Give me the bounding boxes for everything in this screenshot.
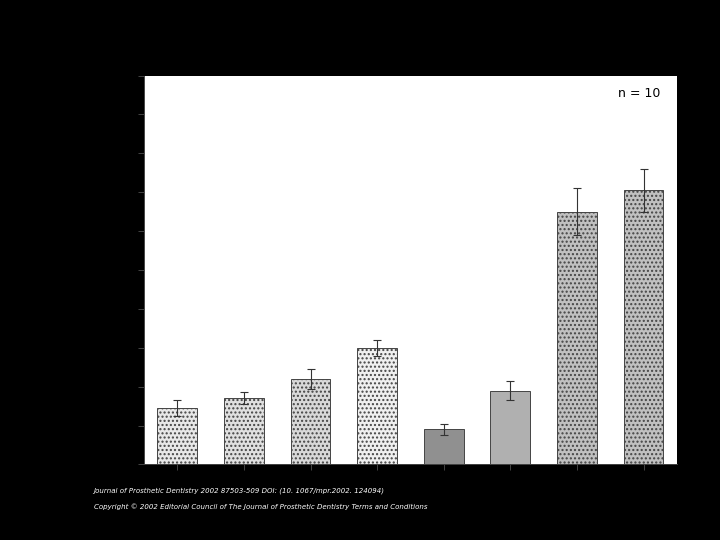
Text: Fig. 8: Fig. 8 [341, 19, 379, 33]
Text: Copyright © 2002 Editorial Council of The Journal of Prosthetic Dentistry Terms : Copyright © 2002 Editorial Council of Th… [94, 504, 427, 510]
Bar [224, 399, 264, 464]
Bar [290, 379, 330, 464]
Bar [624, 190, 663, 464]
Bar [490, 390, 530, 464]
Text: n = 10: n = 10 [618, 87, 661, 100]
Bar [158, 408, 197, 464]
Y-axis label: Tooth structure removal
[%]: Tooth structure removal [%] [75, 195, 103, 345]
Bar [557, 212, 597, 464]
Text: Journal of Prosthetic Dentistry 2002 87503-509 DOI: (10. 1067/mpr.2002. 124094): Journal of Prosthetic Dentistry 2002 875… [94, 488, 384, 494]
Bar [423, 429, 464, 464]
X-axis label: Preparation design: Preparation design [345, 496, 476, 510]
Bar [357, 348, 397, 464]
